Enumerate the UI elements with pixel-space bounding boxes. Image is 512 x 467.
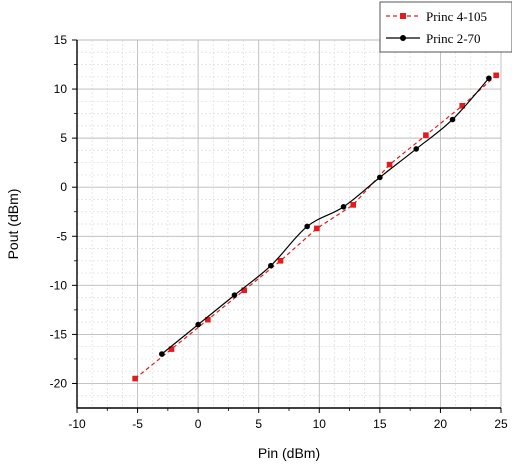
y-tick-label: 5 xyxy=(60,131,67,145)
legend: Princ 4-105 Princ 2-70 xyxy=(379,1,512,53)
x-tick-label: -5 xyxy=(132,417,143,431)
y-tick-label: -5 xyxy=(56,229,67,243)
tick-labels: -10 -5 0 5 10 15 20 25 -20 -15 -10 -5 0 5 10 15 xyxy=(50,33,508,431)
data-point-princ-4-105 xyxy=(493,72,499,79)
data-point-princ-4-105 xyxy=(386,161,393,168)
data-point-princ-2-70 xyxy=(377,174,383,181)
axes xyxy=(72,39,502,413)
data-point-princ-4-105 xyxy=(241,287,247,294)
data-point-princ-4-105 xyxy=(423,132,429,138)
legend-box xyxy=(379,1,512,53)
data-point-princ-2-70 xyxy=(449,116,456,123)
y-tick-label: -15 xyxy=(50,327,68,341)
grid-lines xyxy=(77,39,502,408)
x-tick-label: -10 xyxy=(68,417,86,431)
series-line-princ-2-70 xyxy=(161,77,490,355)
data-point-princ-4-105 xyxy=(205,316,211,323)
x-axis-title: Pin (dBm) xyxy=(258,445,320,461)
x-tick-label: 25 xyxy=(494,417,508,431)
data-point-princ-2-70 xyxy=(413,146,420,152)
data-point-princ-2-70 xyxy=(195,321,201,328)
y-tick-label: -10 xyxy=(50,278,68,292)
data-point-princ-2-70 xyxy=(159,351,165,357)
series-layer xyxy=(132,72,499,382)
data-point-princ-4-105 xyxy=(132,375,138,382)
x-tick-label: 15 xyxy=(373,417,387,431)
legend-swatch-marker-princ-4-105 xyxy=(400,13,406,19)
y-axis-title: Pout (dBm) xyxy=(5,189,21,260)
data-point-princ-2-70 xyxy=(304,223,310,230)
data-point-princ-2-70 xyxy=(231,292,238,298)
x-tick-label: 20 xyxy=(434,417,448,431)
data-point-princ-2-70 xyxy=(340,204,347,210)
data-point-princ-2-70 xyxy=(268,262,274,269)
data-point-princ-4-105 xyxy=(459,102,466,109)
data-point-princ-4-105 xyxy=(350,202,357,208)
y-tick-label: 10 xyxy=(54,82,68,96)
data-point-princ-4-105 xyxy=(168,346,175,352)
legend-label-princ-2-70: Princ 2-70 xyxy=(426,31,481,46)
y-tick-label: 15 xyxy=(54,33,68,47)
legend-label-princ-4-105: Princ 4-105 xyxy=(426,9,487,24)
data-point-princ-4-105 xyxy=(314,225,320,232)
data-point-princ-4-105 xyxy=(277,258,284,264)
data-point-princ-2-70 xyxy=(486,75,492,82)
legend-swatch-marker-princ-2-70 xyxy=(400,35,406,41)
y-tick-label: -20 xyxy=(50,376,68,390)
series-line-princ-4-105 xyxy=(134,74,497,380)
y-tick-label: 0 xyxy=(60,180,67,194)
x-tick-label: 10 xyxy=(313,417,327,431)
x-tick-label: 0 xyxy=(195,417,202,431)
x-tick-label: 5 xyxy=(255,417,262,431)
